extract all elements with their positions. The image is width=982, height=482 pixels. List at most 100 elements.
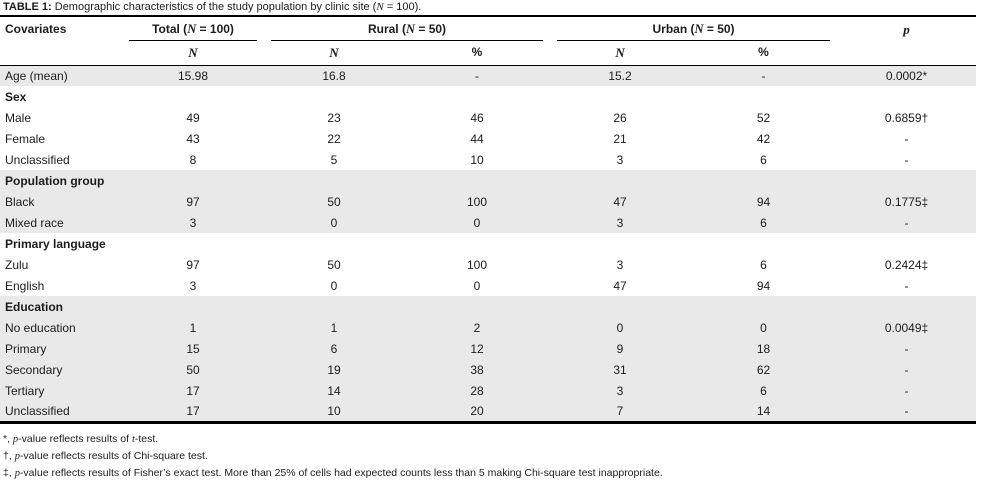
cell-value: - [761, 68, 766, 83]
group-rural-nvar: N [405, 22, 416, 36]
cell-value: 43 [186, 131, 200, 146]
cell-value: - [904, 278, 909, 293]
section-row: Education [0, 296, 977, 317]
cell-value: 3 [616, 257, 624, 272]
cell-value: 31 [613, 362, 627, 377]
cell-value: 15.2 [608, 68, 632, 83]
cell-value: 3 [616, 152, 624, 167]
cell-value: 52 [756, 110, 771, 125]
cell-value: 62 [756, 362, 771, 377]
cell-value: 19 [327, 362, 341, 377]
cell-value: 97 [186, 194, 200, 209]
cell-value: 0 [473, 278, 481, 293]
subcol-urban-pct: % [690, 43, 838, 66]
cell-value: 20 [404, 401, 551, 424]
table-row: Black 97 50 100 47 94 0.1775‡ [0, 191, 977, 212]
cell-value [550, 296, 690, 317]
cell-value: 21 [613, 131, 627, 146]
cell-value: 0.2424‡ [884, 257, 929, 272]
row-label: Unclassified [5, 152, 70, 167]
cell-value [690, 233, 837, 254]
row-label: Female [5, 131, 46, 146]
cell-value [690, 86, 837, 107]
group-total-suffix: = 100) [196, 22, 234, 36]
cell-value: 97 [186, 257, 200, 272]
row-label: Secondary [5, 362, 63, 377]
cell-value: 6 [760, 152, 767, 167]
cell-value: 6 [330, 341, 338, 356]
cell-value: 14 [690, 401, 838, 424]
section-row: Primary language [0, 233, 976, 254]
cell-value: 0 [473, 215, 481, 230]
cell-value: 0.6859† [884, 110, 929, 125]
cell-value: 49 [186, 110, 200, 125]
row-label: Zulu [5, 257, 29, 272]
footnote-line: *, p-value reflects results of t-test. [3, 432, 159, 445]
cell-value: 17 [122, 401, 264, 424]
col-group-total: Total (N = 100) [122, 17, 264, 43]
cell-value: 94 [756, 194, 771, 209]
cell-value: 15.98 [177, 68, 209, 83]
row-label: Mixed race [5, 215, 64, 230]
table-row: Zulu 97 50 100 3 6 0.2424‡ [0, 254, 976, 275]
cell-value: 47 [613, 194, 627, 209]
p-header-label: p [903, 22, 910, 37]
cell-value: 6 [760, 257, 767, 272]
cell-value [837, 296, 976, 317]
row-label: Tertiary [5, 383, 45, 398]
cell-value [264, 86, 404, 107]
cell-value: 6 [760, 215, 767, 230]
cell-value: - [837, 401, 977, 424]
footnote-line: ‡, p-value reflects results of Fisher’s … [3, 466, 663, 479]
table-row: Female 43 22 44 21 42 - [0, 128, 976, 149]
cell-value [404, 233, 550, 254]
cell-value [122, 296, 264, 317]
cell-value: 46 [470, 110, 484, 125]
subcol-urban-n: N [550, 43, 691, 66]
table-caption-nvar: N [376, 1, 384, 13]
group-urban-suffix: = 50) [703, 22, 735, 36]
table-caption-label: TABLE 1: [3, 1, 52, 13]
cell-value: 23 [327, 110, 341, 125]
cell-value: 100 [466, 194, 488, 209]
cell-value: 3 [616, 215, 624, 230]
cell-value: 28 [470, 383, 484, 398]
demographics-table: Covariates Total (N = 100) Rural (N = 50… [0, 17, 977, 424]
table-caption-text: Demographic characteristics of the study… [51, 1, 377, 13]
cell-value [264, 233, 404, 254]
cell-value: 50 [327, 257, 341, 272]
cell-value: 14 [327, 383, 341, 398]
cell-value: 0 [330, 215, 338, 230]
cell-value [550, 86, 690, 107]
cell-value: 16.8 [322, 68, 346, 83]
cell-value: 26 [613, 110, 627, 125]
group-total-nvar: N [187, 22, 197, 36]
cell-value: 1 [330, 320, 338, 335]
row-label: Age (mean) [5, 68, 68, 83]
row-label: Black [5, 194, 35, 209]
cell-value [404, 296, 550, 317]
cell-value: 0 [616, 320, 624, 335]
cell-value [264, 296, 404, 317]
cell-value: 44 [470, 131, 484, 146]
cell-value: 22 [327, 131, 341, 146]
col-group-urban: Urban (N = 50) [550, 17, 837, 43]
cell-value: - [904, 131, 909, 146]
cell-value: 6 [760, 383, 767, 398]
cell-value: 3 [189, 278, 197, 293]
cell-value: 94 [756, 278, 771, 293]
cell-value [690, 170, 837, 191]
cell-value [122, 233, 264, 254]
section-label: Education [5, 299, 64, 314]
table-row: Tertiary 17 14 28 3 6 - [0, 380, 977, 401]
subcol-rural-pct: % [404, 43, 551, 66]
table-row: Secondary 50 19 38 31 62 - [0, 359, 977, 380]
cell-value: 3 [189, 215, 197, 230]
header-group-row: Covariates Total (N = 100) Rural (N = 50… [0, 17, 977, 66]
subcol-rural-n: N [264, 43, 404, 66]
section-label: Sex [5, 89, 27, 104]
cell-value: 50 [186, 362, 200, 377]
cell-value: - [475, 68, 479, 83]
cell-value [122, 170, 264, 191]
